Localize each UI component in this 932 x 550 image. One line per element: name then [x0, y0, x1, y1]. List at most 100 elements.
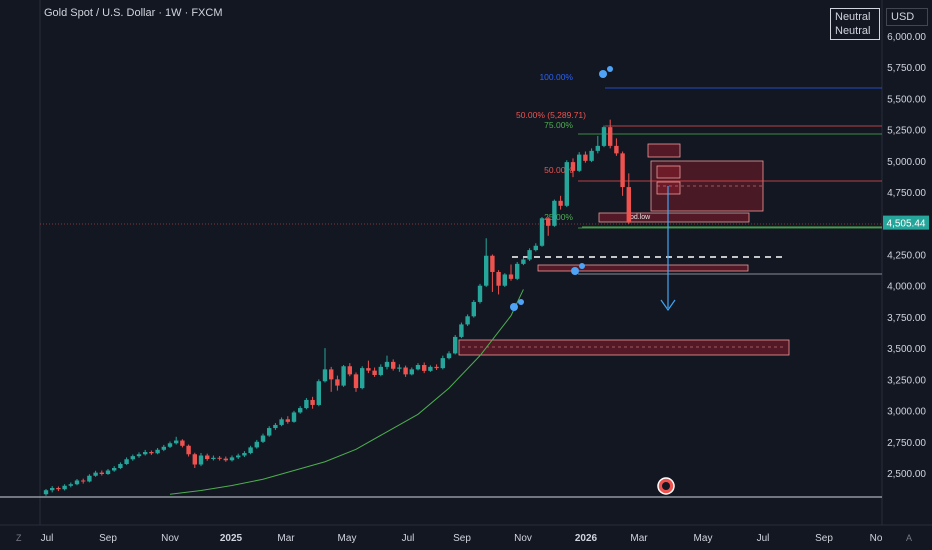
time-tick-label: No: [870, 533, 883, 544]
candle-body: [211, 457, 216, 460]
candle-body: [223, 458, 228, 461]
candle-body: [533, 245, 538, 251]
droplets-icon: [579, 263, 585, 269]
candle-body: [378, 366, 383, 375]
price-tick-label: 3,500.00: [887, 344, 926, 355]
time-tick-label: 2025: [220, 533, 243, 544]
candle-body: [229, 457, 235, 461]
candle-body: [465, 316, 470, 325]
fib-levels: 100.00% 50.00% (5,289.71)75.00% 50.00% 25.0…: [516, 72, 882, 275]
candle-body: [174, 440, 179, 444]
candle-body: [93, 472, 98, 476]
price-tick-label: 3,750.00: [887, 313, 926, 324]
candle-body: [446, 353, 452, 359]
candle-body: [254, 441, 259, 448]
candle-body: [471, 301, 476, 317]
candlesticks: [43, 119, 631, 496]
candle-body: [508, 274, 514, 279]
price-tick-label: 5,750.00: [887, 63, 926, 74]
candle-body: [595, 145, 600, 151]
droplets-icon: [599, 70, 607, 78]
candle-body: [502, 274, 507, 286]
candle-body: [428, 366, 433, 371]
droplets-icon: [518, 299, 524, 305]
currency-button[interactable]: USD: [886, 8, 928, 26]
candle-body: [515, 263, 520, 279]
candle-body: [180, 440, 185, 446]
candle-body: [570, 162, 576, 171]
candle-body: [527, 250, 532, 260]
candle-body: [583, 154, 588, 161]
candle-body: [546, 218, 551, 226]
candle-body: [68, 484, 73, 486]
candle-body: [130, 456, 135, 460]
candle-body: [347, 366, 352, 375]
droplets-icon: [510, 303, 518, 311]
candle-body: [205, 455, 210, 460]
candle-body: [136, 454, 142, 457]
candle-body: [74, 480, 80, 485]
time-tick-label: Nov: [161, 533, 179, 544]
price-tick-label: 3,250.00: [887, 375, 926, 386]
candle-body: [341, 366, 346, 386]
price-tick-label: 4,250.00: [887, 251, 926, 262]
auto-scale-button[interactable]: A: [906, 533, 913, 543]
price-tick-label: 3,000.00: [887, 407, 926, 418]
candle-body: [496, 271, 501, 286]
candle-body: [198, 455, 204, 465]
demand-zone-3500: [458, 339, 790, 356]
candle-body: [267, 428, 272, 436]
candle-body: [384, 361, 390, 367]
time-axis[interactable]: Jul Sep Nov 2025 Mar May Jul Sep Nov 2026 Mar May Ju…: [41, 533, 883, 544]
time-tick-label: Sep: [815, 533, 833, 544]
event-marker-center: [662, 482, 670, 490]
candle-body: [366, 368, 371, 371]
candle-body: [539, 218, 545, 246]
candle-body: [589, 150, 594, 161]
candle-body: [112, 468, 117, 471]
candle-body: [260, 435, 266, 442]
price-axis[interactable]: 2,500.00 2,750.00 3,000.00 3,250.00 3,500.00…: [883, 32, 929, 480]
candle-body: [298, 408, 303, 413]
projection-arrowhead: [660, 299, 676, 312]
fib-label: 50.00% (5,289.71): [516, 110, 586, 120]
timezone-button[interactable]: Z: [16, 533, 22, 543]
candle-body: [577, 154, 582, 171]
time-tick-label: May: [338, 533, 357, 544]
sentiment-badge[interactable]: Neutral Neutral: [830, 8, 880, 40]
candle-body: [50, 487, 55, 491]
candle-body: [155, 449, 160, 454]
time-tick-label: May: [694, 533, 713, 544]
last-price-badge: [883, 215, 929, 230]
candle-body: [558, 200, 563, 206]
sentiment-line-1: Neutral: [835, 11, 871, 23]
moving-average: [169, 226, 882, 495]
candle-body: [415, 364, 421, 370]
candle-body: [397, 367, 402, 369]
candle-body: [391, 361, 396, 369]
candle-body: [440, 358, 445, 369]
candle-body: [248, 447, 253, 454]
candle-body: [56, 487, 61, 490]
candle-body: [459, 324, 464, 337]
time-tick-label: Mar: [277, 533, 295, 544]
time-tick-label: Sep: [453, 533, 471, 544]
candle-body: [192, 454, 197, 465]
candle-body: [304, 399, 309, 409]
candle-body: [360, 368, 365, 389]
candle-body: [62, 485, 67, 490]
time-tick-label: Mar: [630, 533, 648, 544]
time-tick-label: 2026: [575, 533, 598, 544]
time-tick-label: Jul: [757, 533, 770, 544]
time-tick-label: Jul: [41, 533, 54, 544]
candle-body: [422, 364, 427, 371]
last-price-label: 4,505.44: [887, 219, 926, 230]
droplets-icon: [571, 267, 579, 275]
candle-body: [372, 370, 377, 375]
candle-body: [167, 443, 173, 447]
candle-body: [521, 259, 526, 264]
candle-body: [484, 255, 489, 286]
candle-body: [273, 424, 278, 429]
candle-body: [403, 367, 408, 375]
